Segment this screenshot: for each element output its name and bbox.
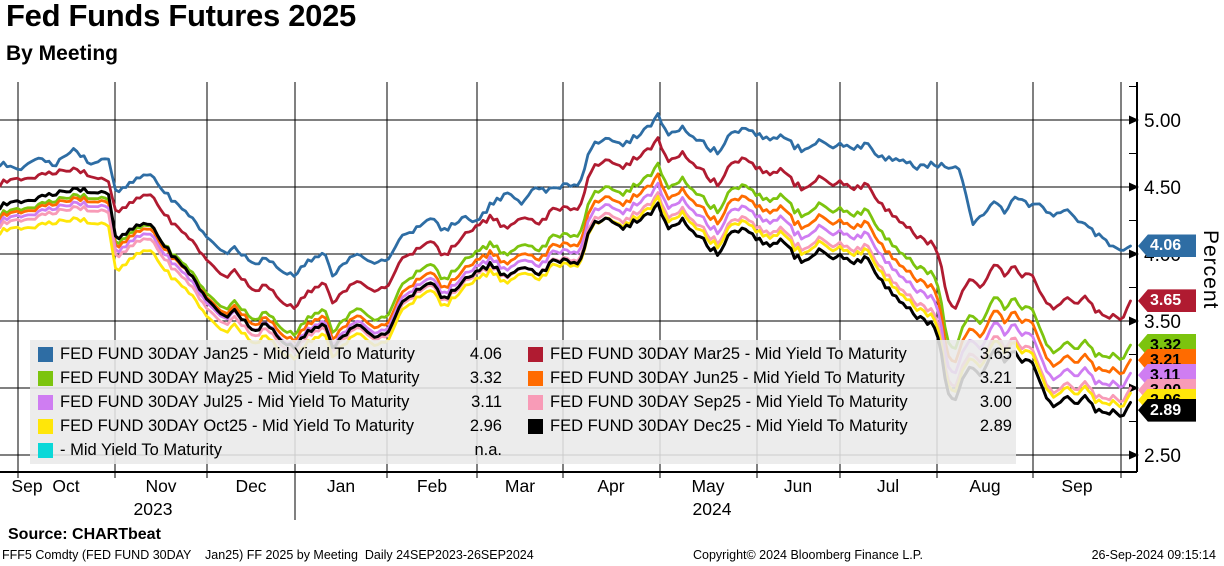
legend: FED FUND 30DAY Jan25 - Mid Yield To Matu…	[30, 340, 1016, 464]
page-subtitle: By Meeting	[6, 42, 119, 65]
page-title: Fed Funds Futures 2025	[6, 0, 356, 33]
legend-swatch-icon	[38, 346, 53, 362]
legend-item[interactable]: FED FUND 30DAY Mar25 - Mid Yield To Matu…	[528, 342, 1012, 366]
axis-arrow-icon	[1129, 249, 1139, 259]
legend-item-value: 2.96	[469, 417, 502, 436]
x-axis-year-label: 2024	[693, 499, 732, 519]
y-tick-label: 5.00	[1144, 111, 1181, 132]
footer-timestamp: 26-Sep-2024 09:15:14	[1091, 548, 1216, 562]
legend-item-value: 3.21	[979, 368, 1012, 387]
x-axis-month-label: Oct	[52, 476, 79, 496]
x-axis-month-label: Apr	[597, 476, 624, 496]
x-axis-month-label: Feb	[417, 476, 447, 496]
legend-item-label: FED FUND 30DAY Jul25 - Mid Yield To Matu…	[60, 392, 410, 411]
y-axis-title: Percent	[1199, 230, 1222, 310]
series-line-fed-fund-30day-may25	[0, 161, 1132, 361]
legend-item-value: 3.32	[469, 368, 502, 387]
last-value-badge: 3.65	[1138, 289, 1196, 313]
legend-item-label: - Mid Yield To Maturity	[60, 441, 223, 460]
legend-swatch-icon	[38, 394, 53, 410]
legend-item-label: FED FUND 30DAY May25 - Mid Yield To Matu…	[60, 368, 420, 387]
legend-item[interactable]: FED FUND 30DAY Jan25 - Mid Yield To Matu…	[38, 342, 502, 366]
x-axis-year-label: 2023	[134, 499, 173, 519]
footer-description: FFF5 Comdty (FED FUND 30DAY Jan25) FF 20…	[2, 548, 534, 562]
series-line-fed-fund-30day-mar25	[0, 136, 1132, 321]
legend-swatch-icon	[38, 443, 53, 459]
legend-column: FED FUND 30DAY Mar25 - Mid Yield To Matu…	[528, 342, 1012, 439]
legend-swatch-icon	[528, 346, 543, 362]
axis-arrow-icon	[1129, 115, 1139, 125]
y-tick-label: 3.50	[1144, 312, 1181, 333]
source-label: Source: CHARTbeat	[8, 526, 161, 543]
x-axis-month-label: May	[691, 476, 724, 496]
legend-item-label: FED FUND 30DAY Sep25 - Mid Yield To Matu…	[550, 392, 908, 411]
legend-item[interactable]: FED FUND 30DAY Oct25 - Mid Yield To Matu…	[38, 415, 502, 439]
legend-item-value: 3.00	[979, 392, 1012, 411]
axis-arrow-icon	[1129, 450, 1139, 460]
legend-item-label: FED FUND 30DAY Jun25 - Mid Yield To Matu…	[550, 368, 905, 387]
x-axis-month-label: Nov	[145, 476, 176, 496]
legend-item-label: FED FUND 30DAY Mar25 - Mid Yield To Matu…	[550, 344, 907, 363]
x-axis-month-label: Sep	[1061, 476, 1092, 496]
y-tick-label: 2.50	[1144, 446, 1181, 467]
legend-swatch-icon	[38, 370, 53, 386]
x-axis-month-label: Jan	[327, 476, 355, 496]
x-axis-month-label: Jul	[877, 476, 899, 496]
legend-item-label: FED FUND 30DAY Dec25 - Mid Yield To Matu…	[550, 417, 908, 436]
footer-copyright: Copyright© 2024 Bloomberg Finance L.P.	[693, 548, 923, 562]
legend-column: FED FUND 30DAY Jan25 - Mid Yield To Matu…	[38, 342, 502, 463]
legend-swatch-icon	[38, 419, 53, 435]
legend-item-label: FED FUND 30DAY Oct25 - Mid Yield To Matu…	[60, 417, 414, 436]
y-tick-label: 4.50	[1144, 178, 1181, 199]
legend-swatch-icon	[528, 370, 543, 386]
x-axis-month-label: Aug	[969, 476, 1000, 496]
legend-item-value: 2.89	[979, 417, 1012, 436]
series-line-fed-fund-30day-jul25	[0, 181, 1132, 389]
legend-item-value: 3.65	[979, 344, 1012, 363]
axis-arrow-icon	[1129, 383, 1139, 393]
legend-item[interactable]: FED FUND 30DAY Jul25 - Mid Yield To Matu…	[38, 390, 502, 414]
legend-swatch-icon	[528, 394, 543, 410]
series-line-fed-fund-30day-jan25	[0, 112, 1132, 278]
legend-item[interactable]: - Mid Yield To Maturity n.a.	[38, 439, 502, 463]
last-value-badge: 2.89	[1138, 398, 1196, 422]
x-axis-month-label: Dec	[235, 476, 266, 496]
legend-item-value: 3.11	[471, 392, 502, 411]
x-axis-month-label: Jun	[784, 476, 812, 496]
legend-item[interactable]: FED FUND 30DAY Dec25 - Mid Yield To Matu…	[528, 415, 1012, 439]
legend-item-value: n.a.	[474, 441, 502, 460]
axis-arrow-icon	[1129, 316, 1139, 326]
x-axis-month-label: Sep	[11, 476, 42, 496]
x-axis-month-label: Mar	[505, 476, 535, 496]
legend-swatch-icon	[528, 419, 543, 435]
legend-item-value: 4.06	[469, 344, 502, 363]
legend-item[interactable]: FED FUND 30DAY May25 - Mid Yield To Matu…	[38, 366, 502, 390]
legend-item-label: FED FUND 30DAY Jan25 - Mid Yield To Matu…	[60, 344, 415, 363]
legend-item[interactable]: FED FUND 30DAY Jun25 - Mid Yield To Matu…	[528, 366, 1012, 390]
last-value-badge: 4.06	[1138, 234, 1196, 258]
axis-arrow-icon	[1129, 182, 1139, 192]
legend-item[interactable]: FED FUND 30DAY Sep25 - Mid Yield To Matu…	[528, 390, 1012, 414]
